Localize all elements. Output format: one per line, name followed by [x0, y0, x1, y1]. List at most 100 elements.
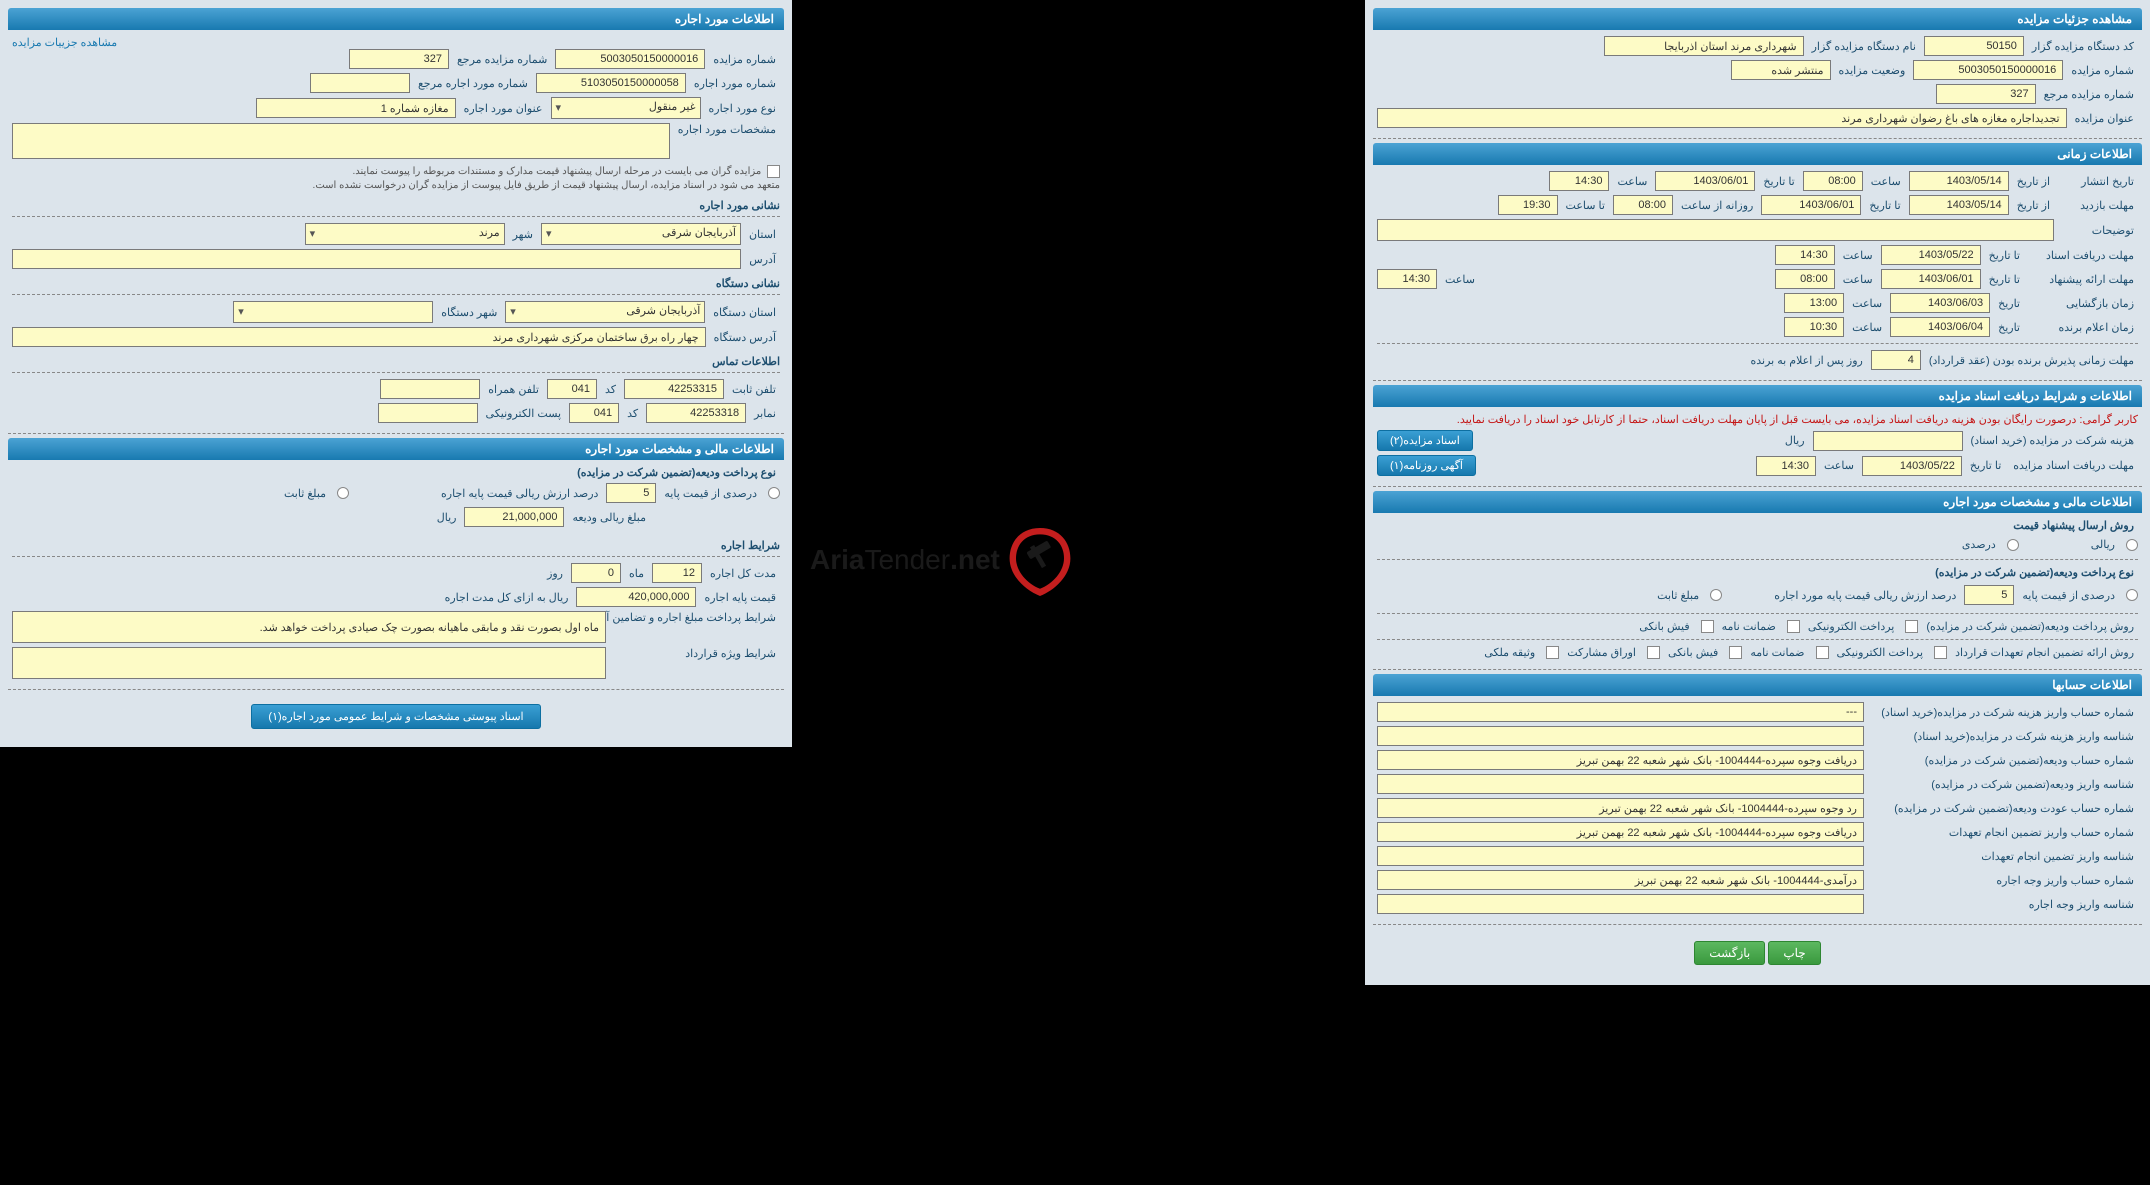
- org-province-select[interactable]: آذربایجان شرقی: [505, 301, 705, 323]
- radio-fixed2[interactable]: [337, 487, 349, 499]
- acc3-field: دریافت وجوه سپرده-1004444- بانک شهر شعبه…: [1377, 750, 1864, 770]
- winner-time: 10:30: [1784, 317, 1844, 337]
- addr-field: [12, 249, 741, 269]
- acc8-field: درآمدی-1004444- بانک شهر شعبه 22 بهمن تب…: [1377, 870, 1864, 890]
- mobile-field: [380, 379, 480, 399]
- publish-label: تاریخ انتشار: [2058, 175, 2138, 188]
- province-select[interactable]: آذربایجان شرقی: [541, 223, 741, 245]
- ref-no-field: 327: [1936, 84, 2036, 104]
- winner-date: 1403/06/04: [1890, 317, 1990, 337]
- publish-to-date: 1403/06/01: [1655, 171, 1755, 191]
- fee-field: [1813, 431, 1963, 451]
- contract-cond-field: [12, 647, 606, 679]
- acc5-field: رد وجوه سپرده-1004444- بانک شهر شعبه 22 …: [1377, 798, 1864, 818]
- deposit-amount: 21,000,000: [464, 507, 564, 527]
- pay-cond-field: ماه اول بصورت نقد و مابقی ماهیانه بصورت …: [12, 611, 606, 643]
- auction-no-field: 5003050150000016: [1913, 60, 2063, 80]
- fax-code: 041: [569, 403, 619, 423]
- auction-no-label: شماره مزایده: [2067, 64, 2138, 77]
- chk-g-property[interactable]: [1546, 646, 1559, 659]
- chk-g-electronic[interactable]: [1934, 646, 1947, 659]
- auction-docs-button[interactable]: اسناد مزایده(۲): [1377, 430, 1473, 451]
- watermark: AriaTender.net: [810, 520, 1080, 600]
- left-ref-no: 327: [349, 49, 449, 69]
- accept-val: 4: [1871, 350, 1921, 370]
- rent-no: 5103050150000058: [536, 73, 686, 93]
- open-label: زمان بازگشایی: [2028, 297, 2138, 310]
- accept-label: مهلت زمانی پذیرش برنده بودن (عقد قرارداد…: [1925, 354, 2138, 367]
- doc-deadline-label: مهلت دریافت اسناد مزایده: [2009, 459, 2138, 472]
- phone-code: 041: [547, 379, 597, 399]
- org-name-field: شهرداری مرند استان اذربایجا: [1604, 36, 1804, 56]
- spec-field: [12, 123, 670, 159]
- title-field: تجدیداجاره مغازه های باغ رضوان شهرداری م…: [1377, 108, 2067, 128]
- auction-detail-panel: مشاهده جزئیات مزایده کد دستگاه مزایده گز…: [1365, 0, 2150, 985]
- acc2-field: [1377, 726, 1864, 746]
- radio-pct-base2[interactable]: [768, 487, 780, 499]
- section-header-time: اطلاعات زمانی: [1373, 143, 2142, 165]
- print-button[interactable]: چاپ: [1768, 941, 1820, 965]
- chk-g-stocks[interactable]: [1647, 646, 1660, 659]
- email-field: [378, 403, 478, 423]
- offer-time-to: 14:30: [1377, 269, 1437, 289]
- section-header-accounts: اطلاعات حسابها: [1373, 674, 2142, 696]
- details-link[interactable]: مشاهده جزییات مزایده: [12, 37, 117, 49]
- org-code-field: 50150: [1924, 36, 2024, 56]
- note1: مزایده گران می بایست در مرحله ارسال پیشن…: [12, 165, 780, 178]
- status-label: وضعیت مزایده: [1835, 64, 1910, 77]
- org-city-select[interactable]: [233, 301, 433, 323]
- city-select[interactable]: مرند: [305, 223, 505, 245]
- acc9-field: [1377, 894, 1864, 914]
- doc-deadline-date: 1403/05/22: [1862, 456, 1962, 476]
- newspaper-button[interactable]: آگهی روزنامه(۱): [1377, 455, 1476, 476]
- section-header-details: مشاهده جزئیات مزایده: [1373, 8, 2142, 30]
- section-header-rent: اطلاعات مورد اجاره: [8, 8, 784, 30]
- chk-guarantee[interactable]: [1787, 620, 1800, 633]
- open-time: 13:00: [1784, 293, 1844, 313]
- pct-base2: 5: [606, 483, 656, 503]
- notes-label: توضیحات: [2058, 224, 2138, 237]
- back-button[interactable]: بازگشت: [1694, 941, 1765, 965]
- chk-bank[interactable]: [1701, 620, 1714, 633]
- chk-g-guarantee[interactable]: [1816, 646, 1829, 659]
- open-date: 1403/06/03: [1890, 293, 1990, 313]
- winner-label: زمان اعلام برنده: [2028, 321, 2138, 334]
- radio-fixed[interactable]: [1710, 589, 1722, 601]
- org-code-label: کد دستگاه مزایده گزار: [2028, 40, 2138, 53]
- radio-pct-base[interactable]: [2126, 589, 2138, 601]
- offer-date: 1403/06/01: [1881, 269, 1981, 289]
- payment-method-label: روش پرداخت ودیعه(تضمین شرکت در مزایده): [1922, 620, 2138, 633]
- section-header-financial: اطلاعات مالی و مشخصات مورد اجاره: [1373, 491, 2142, 513]
- address-title: نشانی مورد اجاره: [12, 199, 780, 217]
- base-price: 420,000,000: [576, 587, 696, 607]
- rent-title: مغازه شماره 1: [256, 98, 456, 118]
- contact-title: اطلاعات تماس: [12, 355, 780, 373]
- deposit-type-label: نوع پرداخت ودیعه(تضمین شرکت در مزایده): [1377, 566, 2138, 579]
- days-field: 0: [571, 563, 621, 583]
- note2: متعهد می شود در اسناد مزایده، ارسال پیشن…: [12, 180, 780, 191]
- price-method-label: روش ارسال پیشنهاد قیمت: [1377, 519, 2138, 532]
- radio-rial[interactable]: [2126, 539, 2138, 551]
- deposit-type-label2: نوع پرداخت ودیعه(تضمین شرکت در مزایده): [12, 466, 780, 479]
- attached-docs-button[interactable]: اسناد پیوستی مشخصات و شرایط عمومی مورد ا…: [251, 704, 540, 729]
- offer-time-from: 08:00: [1775, 269, 1835, 289]
- title-label: عنوان مزایده: [2071, 112, 2138, 125]
- chk-g-bank[interactable]: [1729, 646, 1742, 659]
- publish-from-time: 08:00: [1803, 171, 1863, 191]
- rent-ref: [310, 73, 410, 93]
- visit-to-date: 1403/06/01: [1761, 195, 1861, 215]
- radio-percent[interactable]: [2007, 539, 2019, 551]
- publish-from-date: 1403/05/14: [1909, 171, 2009, 191]
- watermark-text: AriaTender.net: [810, 544, 1000, 576]
- section-header-fin-rent: اطلاعات مالی و مشخصات مورد اجاره: [8, 438, 784, 460]
- phone-field: 42253315: [624, 379, 724, 399]
- org-addr-field: چهار راه برق ساختمان مرکزی شهرداری مرند: [12, 327, 706, 347]
- doc-receive-label: مهلت دریافت اسناد: [2028, 249, 2138, 262]
- visit-label: مهلت بازدید: [2058, 199, 2138, 212]
- chk-electronic[interactable]: [1905, 620, 1918, 633]
- daily-from-time: 08:00: [1613, 195, 1673, 215]
- org-address-title: نشانی دستگاه: [12, 277, 780, 295]
- org-name-label: نام دستگاه مزایده گزار: [1808, 40, 1920, 53]
- ref-no-label: شماره مزایده مرجع: [2040, 88, 2138, 101]
- rent-type-select[interactable]: غیر منقول: [551, 97, 701, 119]
